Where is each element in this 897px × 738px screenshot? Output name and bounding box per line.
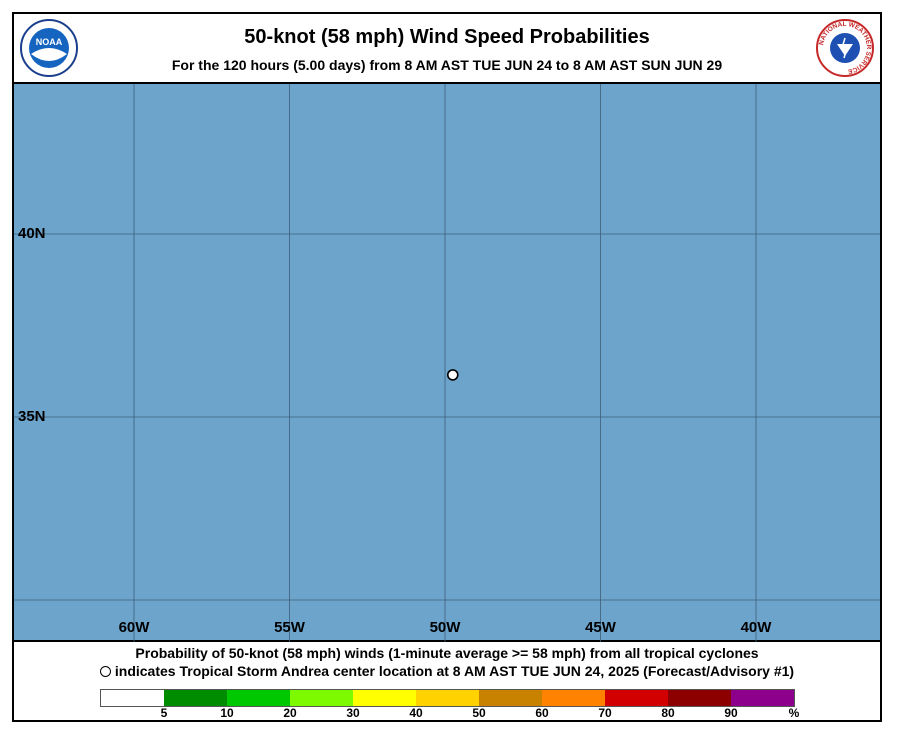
- footer-description: Probability of 50-knot (58 mph) winds (1…: [135, 645, 759, 661]
- legend-tick-label: 5: [160, 706, 168, 720]
- lon-label-40w: 40W: [740, 619, 772, 636]
- header: NOAA 50-knot (58 mph) Wind Speed Probabi…: [14, 14, 880, 84]
- noaa-logo-icon: NOAA: [20, 19, 78, 77]
- legend-swatch: [101, 690, 164, 706]
- legend-swatch: [668, 690, 731, 706]
- map-grid: [14, 84, 880, 642]
- legend-swatch: [353, 690, 416, 706]
- legend-tick-label: 80: [661, 706, 675, 720]
- lon-label-60w: 60W: [118, 619, 150, 636]
- footer-storm-note: indicates Tropical Storm Andrea center l…: [14, 663, 880, 679]
- legend-tick-label: 60: [535, 706, 549, 720]
- storm-note-text: indicates Tropical Storm Andrea center l…: [114, 663, 795, 679]
- footer: Probability of 50-knot (58 mph) winds (1…: [14, 642, 880, 720]
- page-subtitle: For the 120 hours (5.00 days) from 8 AM …: [171, 57, 723, 73]
- legend-swatch: [290, 690, 353, 706]
- legend-swatch: [605, 690, 668, 706]
- storm-center-marker: [446, 369, 459, 381]
- open-circle-icon: [99, 666, 111, 677]
- map-area: 40N 35N 60W 55W 50W 45W 40W: [14, 84, 880, 642]
- legend-swatch: [416, 690, 479, 706]
- probability-legend: [100, 689, 795, 707]
- legend-unit-label: %: [788, 706, 800, 720]
- legend-tick-label: 50: [472, 706, 486, 720]
- legend-swatch: [479, 690, 542, 706]
- legend-tick-label: 10: [220, 706, 234, 720]
- legend-tick-label: 20: [283, 706, 297, 720]
- legend-swatch: [542, 690, 605, 706]
- lat-label-35n: 35N: [18, 408, 46, 425]
- legend-tick-label: 90: [724, 706, 738, 720]
- legend-tick-label: 40: [409, 706, 423, 720]
- legend-tick-label: 70: [598, 706, 612, 720]
- svg-text:NOAA: NOAA: [36, 37, 63, 47]
- legend-swatch: [164, 690, 227, 706]
- legend-tick-label: 30: [346, 706, 360, 720]
- product-frame: NOAA 50-knot (58 mph) Wind Speed Probabi…: [12, 12, 882, 722]
- lat-label-40n: 40N: [18, 225, 46, 242]
- lon-label-50w: 50W: [429, 619, 461, 636]
- legend-swatch: [227, 690, 290, 706]
- page-title: 50-knot (58 mph) Wind Speed Probabilitie…: [244, 26, 650, 48]
- legend-swatch: [731, 690, 794, 706]
- lon-label-55w: 55W: [274, 619, 305, 636]
- nws-logo-icon: NATIONAL WEATHER SERVICE: [816, 19, 874, 77]
- lon-label-45w: 45W: [585, 619, 616, 636]
